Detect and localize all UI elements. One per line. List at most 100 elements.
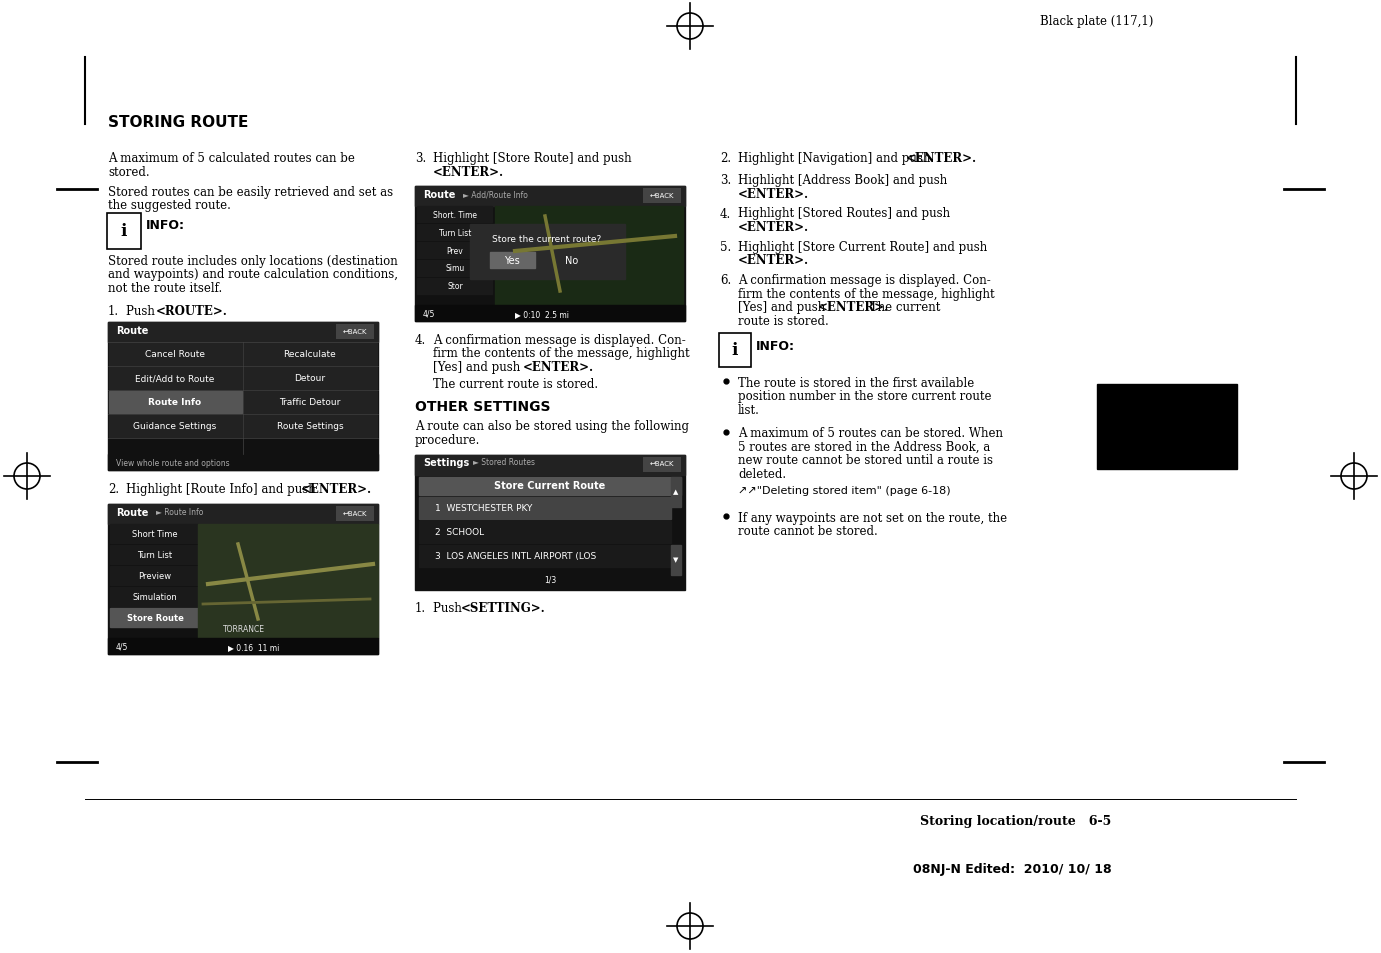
Text: Push: Push	[434, 602, 465, 615]
Text: <SETTING>.: <SETTING>.	[461, 602, 545, 615]
Text: <ENTER>.: <ENTER>.	[434, 165, 504, 178]
Text: STORING ROUTE: STORING ROUTE	[108, 115, 249, 130]
Bar	[336, 506, 374, 521]
Text: Short Time: Short Time	[133, 530, 178, 538]
Text: The current: The current	[866, 301, 940, 314]
Text: not the route itself.: not the route itself.	[108, 282, 222, 294]
Text: procedure.: procedure.	[416, 434, 481, 447]
Text: <ENTER>.: <ENTER>.	[906, 152, 978, 165]
Text: The current route is stored.: The current route is stored.	[434, 378, 598, 391]
Text: ► Add/Route Info: ► Add/Route Info	[463, 190, 528, 199]
Bar	[108, 323, 378, 471]
Bar	[418, 545, 671, 567]
Bar	[490, 253, 534, 269]
Bar	[470, 225, 626, 280]
Text: 5.: 5.	[720, 241, 732, 253]
Bar	[416, 455, 685, 590]
Text: firm the contents of the message, highlight: firm the contents of the message, highli…	[737, 288, 994, 301]
Text: 4.: 4.	[720, 208, 732, 220]
Text: <ROUTE>.: <ROUTE>.	[156, 305, 228, 317]
Text: A confirmation message is displayed. Con-: A confirmation message is displayed. Con…	[737, 274, 990, 287]
Bar	[110, 608, 197, 627]
Text: 3  LOS ANGELES INTL AIRPORT (LOS: 3 LOS ANGELES INTL AIRPORT (LOS	[435, 552, 597, 560]
Bar	[671, 545, 681, 575]
Text: Cancel Route: Cancel Route	[145, 350, 204, 359]
Text: OTHER SETTINGS: OTHER SETTINGS	[416, 400, 551, 414]
Bar	[108, 455, 378, 471]
Text: Turn List: Turn List	[439, 229, 471, 237]
Text: ▼: ▼	[674, 557, 678, 563]
Text: Simu: Simu	[446, 264, 464, 274]
Text: 4.: 4.	[416, 334, 427, 347]
Text: Edit/Add to Route: Edit/Add to Route	[135, 375, 214, 383]
Bar	[416, 187, 685, 207]
Text: Stored routes can be easily retrieved and set as: Stored routes can be easily retrieved an…	[108, 186, 394, 199]
Text: 5 routes are stored in the Address Book, a: 5 routes are stored in the Address Book,…	[737, 440, 990, 454]
Bar	[108, 323, 378, 343]
Text: 4/5: 4/5	[423, 310, 435, 318]
Bar	[671, 477, 681, 507]
Bar	[244, 368, 377, 390]
Bar	[108, 639, 378, 655]
Text: 08NJ-N Edited:  2010/ 10/ 18: 08NJ-N Edited: 2010/ 10/ 18	[913, 862, 1112, 876]
Text: Preview: Preview	[138, 572, 171, 580]
Bar	[244, 416, 377, 437]
Text: Recalculate: Recalculate	[283, 350, 337, 359]
Text: Traffic Detour: Traffic Detour	[279, 398, 341, 407]
Text: If any waypoints are not set on the route, the: If any waypoints are not set on the rout…	[737, 512, 1007, 524]
Text: 1  WESTCHESTER PKY: 1 WESTCHESTER PKY	[435, 503, 532, 513]
Text: The route is stored in the first available: The route is stored in the first availab…	[737, 376, 974, 390]
Text: Push: Push	[126, 305, 159, 317]
FancyBboxPatch shape	[720, 334, 751, 368]
Text: stored.: stored.	[108, 165, 149, 178]
Bar	[109, 368, 242, 390]
Text: Route Info: Route Info	[148, 398, 202, 407]
Bar	[109, 416, 242, 437]
Text: Route: Route	[423, 190, 456, 200]
Text: ▶ 0.16  11 mi: ▶ 0.16 11 mi	[228, 642, 279, 651]
Bar	[416, 187, 685, 322]
Text: route cannot be stored.: route cannot be stored.	[737, 525, 878, 537]
Bar	[416, 455, 685, 475]
Text: ↩BACK: ↩BACK	[342, 511, 367, 517]
Text: A route can also be stored using the following: A route can also be stored using the fol…	[416, 420, 689, 433]
Text: Highlight [Store Current Route] and push: Highlight [Store Current Route] and push	[737, 241, 987, 253]
Bar	[110, 545, 197, 564]
Text: Highlight [Store Route] and push: Highlight [Store Route] and push	[434, 152, 631, 165]
Text: ▲: ▲	[674, 489, 678, 495]
Text: and waypoints) and route calculation conditions,: and waypoints) and route calculation con…	[108, 268, 398, 281]
Text: <ENTER>.: <ENTER>.	[737, 254, 809, 267]
Bar	[110, 524, 197, 543]
Bar	[197, 524, 378, 639]
Bar	[417, 261, 492, 276]
Text: <ENTER>.: <ENTER>.	[301, 482, 371, 496]
Bar	[644, 189, 681, 204]
Text: Store the current route?: Store the current route?	[493, 234, 602, 243]
Text: Highlight [Navigation] and push: Highlight [Navigation] and push	[737, 152, 934, 165]
Text: new route cannot be stored until a route is: new route cannot be stored until a route…	[737, 454, 993, 467]
Bar	[418, 477, 681, 495]
Text: Yes: Yes	[504, 255, 519, 266]
Text: <ENTER>.: <ENTER>.	[737, 221, 809, 233]
Text: 2.: 2.	[108, 482, 119, 496]
Text: Route: Route	[116, 326, 148, 335]
Text: Storing location/route   6-5: Storing location/route 6-5	[920, 814, 1112, 827]
Text: Stor: Stor	[447, 282, 463, 292]
Text: 6.: 6.	[720, 274, 732, 287]
Text: ↩BACK: ↩BACK	[649, 193, 674, 199]
Bar	[244, 344, 377, 366]
Text: ↩BACK: ↩BACK	[342, 329, 367, 335]
Text: ► Route Info: ► Route Info	[156, 507, 203, 517]
Bar	[418, 497, 671, 519]
Bar	[108, 504, 378, 655]
Text: A maximum of 5 routes can be stored. When: A maximum of 5 routes can be stored. Whe…	[737, 427, 1003, 440]
Text: [Yes] and push: [Yes] and push	[737, 301, 829, 314]
Bar	[1097, 385, 1237, 470]
Text: Highlight [Address Book] and push: Highlight [Address Book] and push	[737, 173, 947, 187]
Text: Store Current Route: Store Current Route	[494, 481, 606, 491]
Text: 1/3: 1/3	[544, 576, 557, 584]
Bar	[336, 325, 374, 339]
Text: firm the contents of the message, highlight: firm the contents of the message, highli…	[434, 347, 689, 360]
Text: INFO:: INFO:	[146, 219, 185, 232]
Text: 4/5: 4/5	[116, 642, 128, 651]
